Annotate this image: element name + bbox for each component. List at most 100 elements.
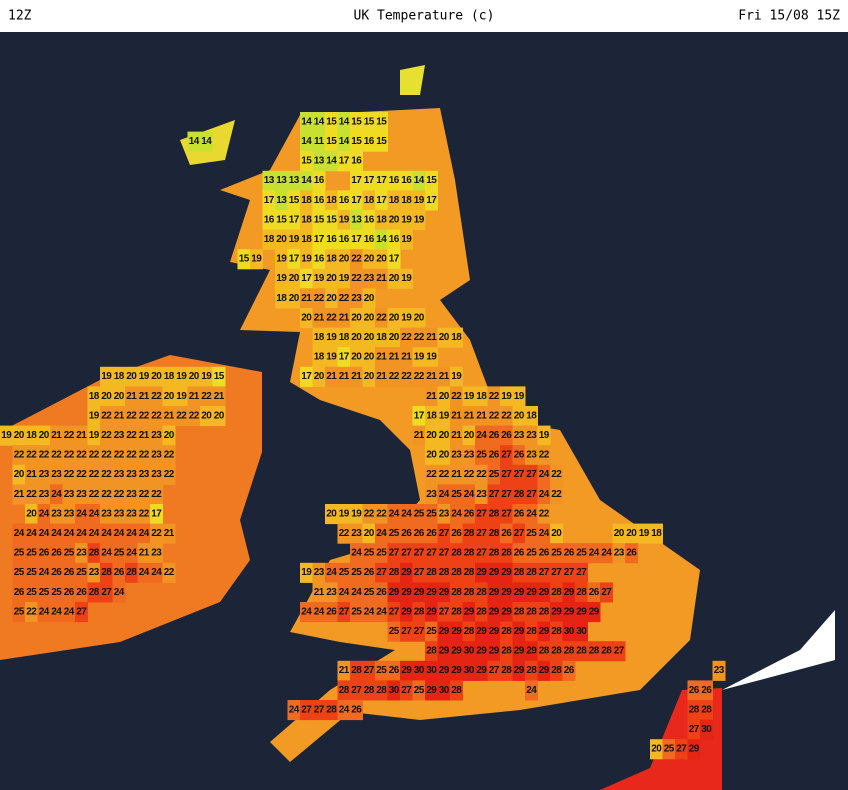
temperature-cell [300,562,313,583]
temperature-cell [200,386,213,407]
temperature-label: 24 [64,606,75,617]
temperature-label: 28 [414,606,425,617]
temperature-label: 22 [476,469,487,480]
temperature-label: 22 [201,391,212,402]
temperature-cell [525,445,538,466]
temperature-label: 29 [526,587,537,598]
temperature-cell [362,190,376,211]
temperature-label: 20 [339,254,350,265]
temperature-label: 24 [64,528,75,539]
temperature-cell [412,210,426,231]
temperature-cell [387,680,401,701]
temperature-label: 20 [364,352,375,363]
temperature-cell [487,543,501,564]
temperature-label: 15 [326,116,337,127]
temperature-cell [100,582,113,603]
temperature-cell [312,288,326,309]
temperature-label: 26 [14,587,25,598]
temperature-cell [300,700,313,721]
temperature-cell [175,366,188,387]
temperature-label: 13 [351,214,362,225]
temperature-label: 22 [39,450,50,461]
temperature-label: 26 [464,508,475,519]
temperature-cell [362,112,376,133]
temperature-cell [50,464,63,485]
temperature-label: 24 [464,489,475,500]
temperature-cell [475,425,488,446]
temperature-cell [112,582,126,603]
temperature-cell [687,680,701,701]
temperature-cell [300,210,313,231]
temperature-label: 24 [451,508,462,519]
temperature-cell [300,112,313,133]
temperature-cell [275,249,288,270]
temperature-label: 28 [526,606,537,617]
temperature-cell [537,582,551,603]
temperature-cell [25,464,38,485]
temperature-label: 28 [89,587,100,598]
temperature-label: 13 [289,175,300,186]
temperature-cell [437,641,451,662]
temperature-cell [325,151,338,172]
temperature-label: 23 [114,430,125,441]
temperature-cell [350,288,363,309]
temperature-label: 16 [264,214,275,225]
temperature-cell [425,386,438,407]
temperature-cell [387,582,401,603]
temperature-label: 28 [464,548,475,559]
temperature-cell [162,464,176,485]
temperature-label: 19 [289,234,300,245]
temperature-label: 26 [514,450,525,461]
temperature-label: 27 [389,548,400,559]
temperature-label: 24 [539,528,550,539]
temperature-cell [337,190,351,211]
temperature-label: 22 [326,312,337,323]
temperature-cell [112,523,126,544]
temperature-label: 30 [564,626,575,637]
temperature-label: 18 [314,352,325,363]
temperature-label: 19 [314,273,325,284]
temperature-cell [37,523,51,544]
temperature-label: 20 [364,371,375,382]
temperature-label: 19 [414,195,425,206]
temperature-cell [12,582,26,603]
temperature-cell [37,543,51,564]
temperature-label: 25 [551,548,562,559]
temperature-label: 29 [539,665,550,676]
temperature-cell [350,562,363,583]
temperature-cell [137,366,151,387]
temperature-label: 17 [364,175,375,186]
temperature-cell [87,543,101,564]
temperature-cell [550,621,563,642]
temperature-label: 24 [139,528,150,539]
temperature-cell [400,660,413,681]
temperature-cell [100,386,113,407]
temperature-cell [62,425,76,446]
temperature-label: 28 [589,646,600,657]
temperature-cell [450,523,463,544]
temperature-label: 13 [264,175,275,186]
temperature-cell [362,327,376,348]
temperature-cell [450,543,463,564]
temperature-cell [437,425,451,446]
temperature-cell [375,347,388,368]
temperature-label: 22 [501,410,512,421]
temperature-cell [25,543,38,564]
temperature-label: 24 [151,567,162,578]
temperature-cell [450,464,463,485]
temperature-label: 26 [364,567,375,578]
temperature-label: 22 [414,332,425,343]
temperature-cell [462,602,476,623]
temperature-cell [37,425,51,446]
temperature-cell [425,582,438,603]
temperature-label: 26 [514,508,525,519]
temperature-label: 29 [514,587,525,598]
temperature-cell [375,582,388,603]
temperature-label: 27 [551,567,562,578]
temperature-label: 29 [401,567,412,578]
temperature-label: 29 [401,587,412,598]
temperature-label: 23 [464,450,475,461]
temperature-cell [112,445,126,466]
temperature-cell [462,621,476,642]
